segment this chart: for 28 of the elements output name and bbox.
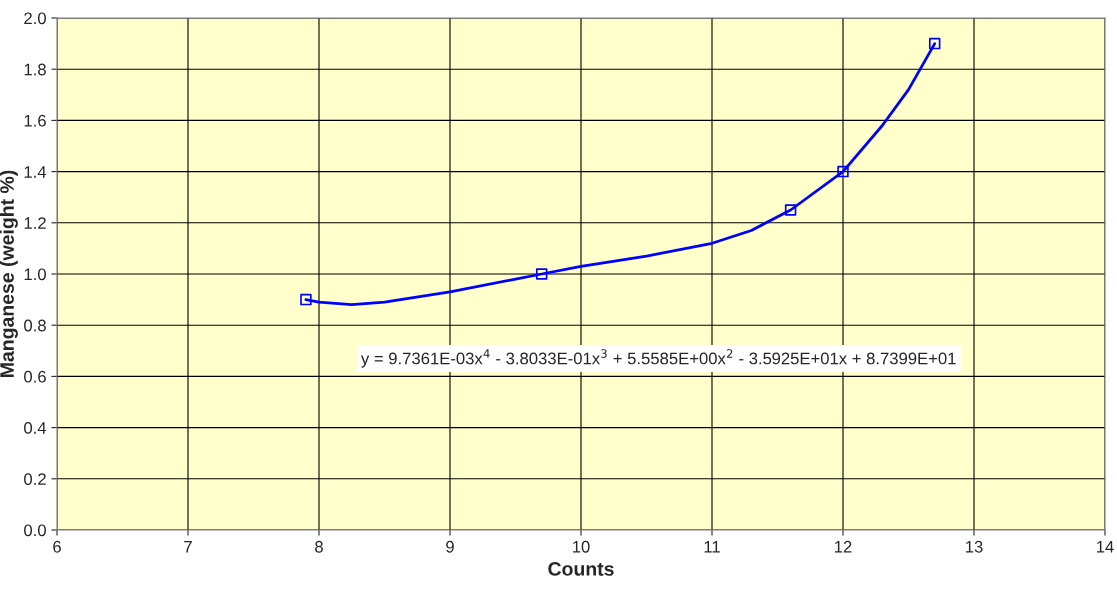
y-tick-label: 0.2: [24, 473, 46, 485]
y-tick-label: 1.6: [24, 114, 46, 127]
x-tick-label: 9: [446, 540, 454, 553]
annotation: y = 9.7361E-03x$^{4}$ - 3.8033E-01x$^{3}$ + 5.5585E+00x$^{2}$ - 3.5925E+01x + 8.7399E+01: [360, 349, 956, 368]
point: [535, 268, 548, 280]
y-axis-title: Manganese (weight %): [0, 170, 18, 377]
x-tick-label: 12: [835, 540, 852, 553]
y-tick-label: 2.0: [24, 12, 46, 25]
y-tick-label: 0.8: [24, 319, 46, 332]
point: [837, 165, 849, 178]
x-tick-label: 8: [315, 540, 323, 553]
y-tick-label: 1.8: [24, 63, 46, 76]
point: [784, 204, 797, 216]
point: [928, 37, 941, 50]
x-tick-label: 13: [966, 540, 983, 553]
x-tick-label: 14: [1097, 541, 1114, 553]
y-tick-label: 1.2: [24, 217, 46, 229]
x-axis-title: Counts: [548, 562, 614, 576]
y-tick-label: 1.0: [24, 268, 46, 281]
x-tick-label: 7: [184, 541, 192, 553]
y-tick-label: 0.0: [24, 524, 46, 537]
y-tick-label: 0.6: [24, 370, 46, 383]
x-tick-label: 11: [704, 541, 720, 553]
y-tick-label: 0.4: [24, 422, 47, 434]
point: [300, 293, 312, 306]
x-tick-label: 6: [53, 540, 61, 553]
y-tick-label: 1.4: [24, 166, 47, 178]
x-tick-label: 10: [573, 540, 590, 553]
